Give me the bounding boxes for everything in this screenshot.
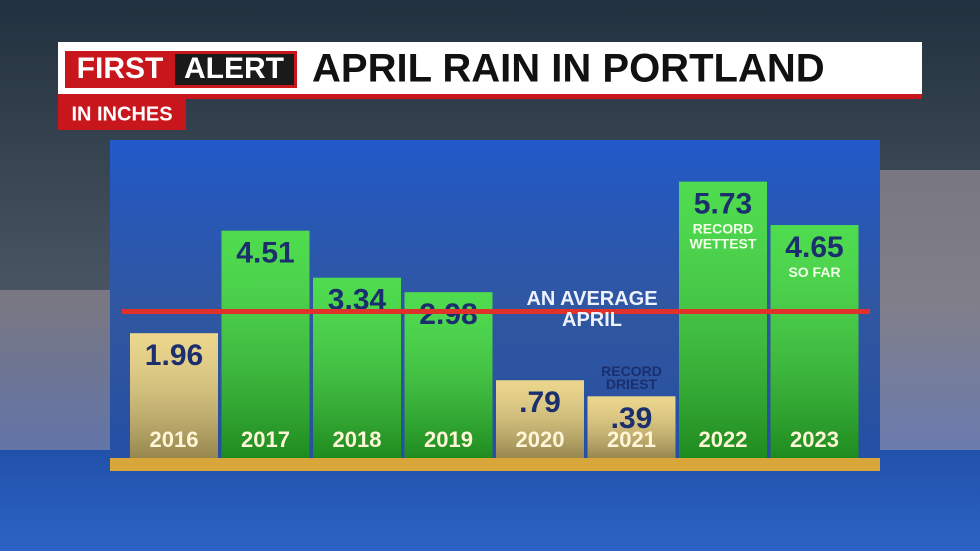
trees-right [880, 170, 980, 450]
value-label: 4.51 [236, 237, 294, 270]
x-tick-label: 2020 [516, 427, 565, 452]
x-tick-label: 2022 [699, 427, 748, 452]
bar-shade [770, 225, 859, 458]
average-label: APRIL [562, 309, 622, 331]
subtitle-box [58, 99, 186, 130]
x-tick-label: 2023 [790, 427, 839, 452]
value-label: .79 [519, 386, 561, 419]
bar-note: RECORD [601, 363, 662, 379]
badge-alert: ALERT [184, 52, 284, 85]
bar-shade [404, 292, 493, 458]
average-label: AN AVERAGE [526, 288, 657, 310]
value-label: 2.98 [419, 298, 477, 331]
value-label: 5.73 [694, 188, 752, 221]
bar-note: DRIEST [606, 376, 658, 392]
value-label: 4.65 [785, 231, 843, 264]
bar-shade [313, 277, 401, 458]
value-label: 1.96 [145, 339, 203, 372]
x-tick-label: 2018 [333, 427, 382, 452]
bar-shade [587, 396, 676, 458]
bar-note: RECORD [693, 220, 754, 236]
badge-first: FIRST [77, 52, 164, 85]
badge-dark [175, 54, 294, 85]
bar-shade [679, 181, 767, 459]
bar-shade [130, 333, 218, 458]
x-tick-label: 2017 [241, 427, 290, 452]
x-tick-label: 2021 [607, 427, 656, 452]
title-stripe [58, 94, 922, 99]
chart-subtitle: IN INCHES [71, 103, 172, 125]
x-tick-label: 2016 [150, 427, 199, 452]
trees-left [0, 290, 110, 450]
x-tick-label: 2019 [424, 427, 473, 452]
bar-note: SO FAR [788, 264, 840, 280]
chart-title: APRIL RAIN IN PORTLAND [312, 47, 825, 91]
bar-shade [221, 230, 310, 458]
value-label: .39 [611, 402, 653, 435]
bar-note: WETTEST [690, 235, 757, 251]
average-line [122, 309, 870, 314]
chart-floor [110, 458, 880, 471]
bar-shade [496, 380, 584, 458]
